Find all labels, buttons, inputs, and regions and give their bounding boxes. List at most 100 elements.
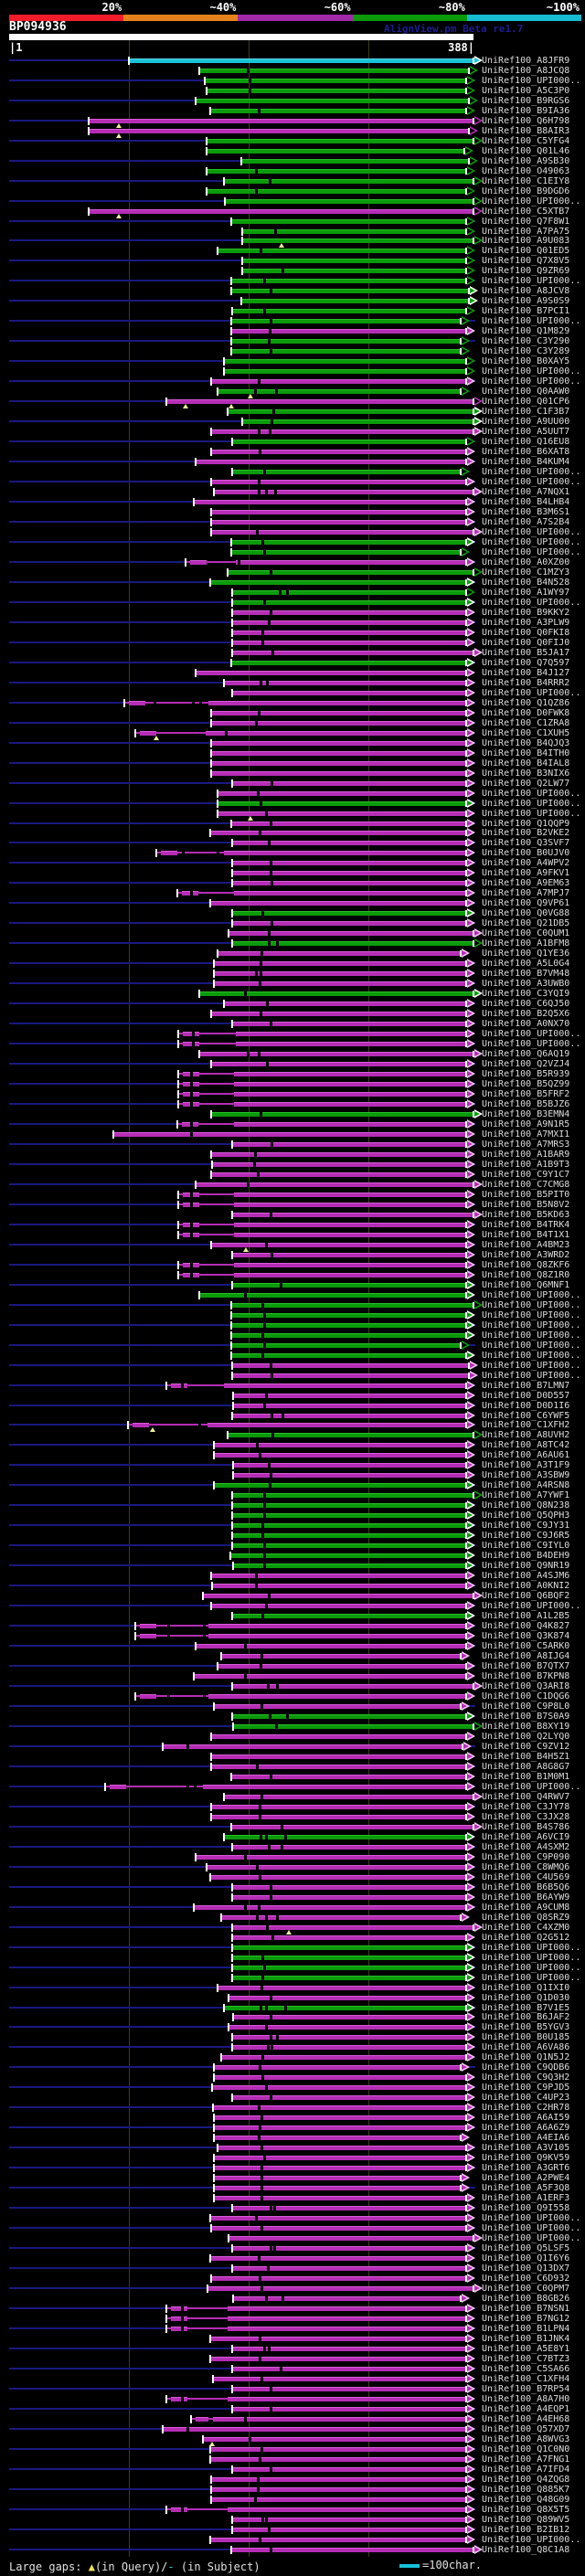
hit-label[interactable]: UniRef100_A6AU61 — [482, 1450, 570, 1460]
hit-label[interactable]: UniRef100_A8JCQ8 — [482, 66, 570, 76]
hit-label[interactable]: UniRef100_B3EMN4 — [482, 1109, 570, 1119]
hit-label[interactable]: UniRef100_B7KPN8 — [482, 1671, 570, 1681]
hit-label[interactable]: UniRef100_C9J6R5 — [482, 1531, 570, 1541]
hit-label[interactable]: UniRef100_Q8Z1R0 — [482, 1270, 570, 1280]
hit-label[interactable]: UniRef100_Q0VG88 — [482, 908, 570, 918]
hit-label[interactable]: UniRef100_B5QZ99 — [482, 1079, 570, 1089]
hit-label[interactable]: UniRef100_C9ZV12 — [482, 1742, 570, 1752]
hit-label[interactable]: UniRef100_A9S0S9 — [482, 296, 570, 306]
hit-label[interactable]: UniRef100_Q2LYQ0 — [482, 1732, 570, 1742]
hit-label[interactable]: UniRef100_Q13DX7 — [482, 2263, 570, 2274]
hit-label[interactable]: UniRef100_A4BM23 — [482, 1240, 570, 1250]
hit-label[interactable]: UniRef100_B9DGD6 — [482, 186, 570, 196]
hit-label[interactable]: UniRef100_Q9KV59 — [482, 2153, 570, 2163]
hit-label[interactable]: UniRef100_O49063 — [482, 166, 570, 176]
hit-label[interactable]: UniRef100_A7YWF1 — [482, 1490, 570, 1500]
hit-label[interactable]: UniRef100_A7MPJ7 — [482, 888, 570, 898]
hit-label[interactable]: UniRef100_A8JCV8 — [482, 286, 570, 296]
hit-label[interactable]: UniRef100_A5C3P0 — [482, 86, 570, 96]
hit-label[interactable]: UniRef100_B4TRK4 — [482, 1220, 570, 1230]
hit-label[interactable]: UniRef100_A1WY97 — [482, 588, 570, 598]
hit-label[interactable]: UniRef100_B2VKE2 — [482, 828, 570, 838]
hit-label[interactable]: UniRef100_D0FWK8 — [482, 708, 570, 718]
hit-label[interactable]: UniRef100_B3M6S1 — [482, 507, 570, 517]
hit-label[interactable]: UniRef100_Q4RWV7 — [482, 1792, 570, 1802]
hit-label[interactable]: UniRef100_Q1D030 — [482, 1993, 570, 2003]
hit-label[interactable]: UniRef100_UPI000.. — [482, 366, 581, 376]
hit-label[interactable]: UniRef100_Q16EU8 — [482, 437, 570, 447]
hit-label[interactable]: UniRef100_D0D557 — [482, 1391, 570, 1401]
hit-label[interactable]: UniRef100_B2Q5X6 — [482, 1009, 570, 1019]
hit-label[interactable]: UniRef100_UPI000.. — [482, 1963, 581, 1973]
hit-label[interactable]: UniRef100_Q7F8W1 — [482, 217, 570, 227]
hit-label[interactable]: UniRef100_Q0FKI8 — [482, 628, 570, 638]
hit-label[interactable]: UniRef100_B7LMN7 — [482, 1381, 570, 1391]
hit-label[interactable]: UniRef100_A3V105 — [482, 2143, 570, 2153]
hit-label[interactable]: UniRef100_A0NX70 — [482, 1019, 570, 1029]
hit-label[interactable]: UniRef100_A7NQX1 — [482, 487, 570, 497]
hit-label[interactable]: UniRef100_B9KKY2 — [482, 608, 570, 618]
hit-label[interactable]: UniRef100_Q4ZQG8 — [482, 2475, 570, 2485]
hit-label[interactable]: UniRef100_A7MRS3 — [482, 1140, 570, 1150]
hit-label[interactable]: UniRef100_UPI000.. — [482, 2213, 581, 2223]
hit-label[interactable]: UniRef100_B2IB12 — [482, 2525, 570, 2535]
hit-label[interactable]: UniRef100_UPI000.. — [482, 688, 581, 698]
hit-label[interactable]: UniRef100_A1ERF3 — [482, 2193, 570, 2203]
hit-label[interactable]: UniRef100_B1M0M1 — [482, 1772, 570, 1782]
hit-label[interactable]: UniRef100_B7RP54 — [482, 2384, 570, 2394]
hit-label[interactable]: UniRef100_UPI000.. — [482, 1943, 581, 1953]
hit-label[interactable]: UniRef100_Q1C0N0 — [482, 2444, 570, 2454]
hit-label[interactable]: UniRef100_C1XUH5 — [482, 728, 570, 738]
hit-label[interactable]: UniRef100_C1MZY3 — [482, 567, 570, 578]
hit-label[interactable]: UniRef100_B4KUM4 — [482, 457, 570, 467]
hit-label[interactable]: UniRef100_A6VA86 — [482, 2042, 570, 2052]
hit-label[interactable]: UniRef100_Q5QPH3 — [482, 1511, 570, 1521]
hit-label[interactable]: UniRef100_B5N8V2 — [482, 1200, 570, 1210]
hit-label[interactable]: UniRef100_B4DEH9 — [482, 1551, 570, 1561]
hit-label[interactable]: UniRef100_Q1N5J2 — [482, 2052, 570, 2062]
hit-label[interactable]: UniRef100_Q5LSF5 — [482, 2243, 570, 2253]
hit-label[interactable]: UniRef100_UPI000.. — [482, 1341, 581, 1351]
hit-label[interactable]: UniRef100_B8XY19 — [482, 1722, 570, 1732]
hit-label[interactable]: UniRef100_A1L2B5 — [482, 1611, 570, 1621]
hit-label[interactable]: UniRef100_B8GB26 — [482, 2294, 570, 2304]
hit-label[interactable]: UniRef100_B5PIT0 — [482, 1190, 570, 1200]
hit-label[interactable]: UniRef100_A9CUM8 — [482, 1903, 570, 1913]
hit-label[interactable]: UniRef100_C5XTB7 — [482, 207, 570, 217]
hit-label[interactable]: UniRef100_Q6AQ19 — [482, 1049, 570, 1059]
hit-label[interactable]: UniRef100_A9FKV1 — [482, 868, 570, 878]
hit-label[interactable]: UniRef100_C5ARK0 — [482, 1641, 570, 1651]
hit-label[interactable]: UniRef100_C7CMG8 — [482, 1180, 570, 1190]
hit-label[interactable]: UniRef100_C0QUM1 — [482, 928, 570, 938]
hit-label[interactable]: UniRef100_C9IYL0 — [482, 1541, 570, 1551]
hit-label[interactable]: UniRef100_A4WPV2 — [482, 858, 570, 868]
hit-label[interactable]: UniRef100_Q8X5T5 — [482, 2505, 570, 2515]
hit-label[interactable]: UniRef100_B6AYW9 — [482, 1892, 570, 1903]
hit-label[interactable]: UniRef100_Q8C1A8 — [482, 2545, 570, 2555]
hit-label[interactable]: UniRef100_Q3ARI8 — [482, 1681, 570, 1691]
hit-label[interactable]: UniRef100_Q7Q597 — [482, 658, 570, 668]
hit-label[interactable]: UniRef100_Q9ZR69 — [482, 266, 570, 276]
hit-label[interactable]: UniRef100_Q1M829 — [482, 326, 570, 336]
hit-label[interactable]: UniRef100_B6B5Q6 — [482, 1882, 570, 1892]
hit-label[interactable]: UniRef100_Q1I6Y6 — [482, 2253, 570, 2263]
hit-label[interactable]: UniRef100_Q0AAW0 — [482, 387, 570, 397]
hit-label[interactable]: UniRef100_B0U185 — [482, 2032, 570, 2042]
hit-label[interactable]: UniRef100_Q1YE36 — [482, 949, 570, 959]
hit-label[interactable]: UniRef100_B4J127 — [482, 668, 570, 678]
hit-label[interactable]: UniRef100_A3SBW9 — [482, 1470, 570, 1480]
hit-label[interactable]: UniRef100_UPI000.. — [482, 789, 581, 799]
hit-label[interactable]: UniRef100_B7QTX7 — [482, 1661, 570, 1671]
hit-label[interactable]: UniRef100_Q4K827 — [482, 1621, 570, 1631]
hit-label[interactable]: UniRef100_Q3SVF7 — [482, 838, 570, 848]
hit-label[interactable]: UniRef100_UPI000.. — [482, 799, 581, 809]
hit-label[interactable]: UniRef100_C2HR78 — [482, 2103, 570, 2113]
hit-label[interactable]: UniRef100_Q9VP61 — [482, 898, 570, 908]
hit-label[interactable]: UniRef100_A9UU00 — [482, 417, 570, 427]
hit-label[interactable]: UniRef100_Q2LW77 — [482, 779, 570, 789]
hit-label[interactable]: UniRef100_UPI000.. — [482, 376, 581, 387]
hit-label[interactable]: UniRef100_A9N1R5 — [482, 1119, 570, 1129]
hit-label[interactable]: UniRef100_Q89WV5 — [482, 2515, 570, 2525]
hit-label[interactable]: UniRef100_A5F3Q8 — [482, 2183, 570, 2193]
hit-label[interactable]: UniRef100_Q1QZ86 — [482, 698, 570, 708]
